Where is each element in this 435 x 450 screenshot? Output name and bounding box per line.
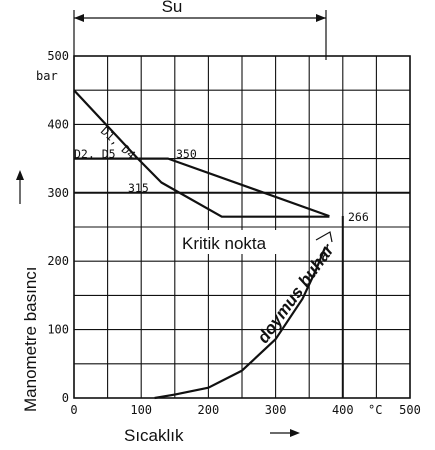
grid	[73, 55, 411, 399]
x-axis-title: Sıcaklık	[124, 426, 184, 445]
point-label-315: 315	[128, 181, 149, 195]
x-tick-label: 500	[399, 403, 421, 417]
x-unit-label: °C	[368, 403, 382, 417]
y-tick-label: 0	[62, 391, 69, 405]
point-label-266: 266	[348, 210, 369, 224]
y-unit-label: bar	[36, 69, 58, 83]
kritik-nokta-label: Kritik nokta	[182, 234, 267, 253]
y-tick-label: 100	[47, 323, 69, 337]
y-tick-label: 400	[47, 117, 69, 131]
su-label: Su	[162, 0, 183, 16]
kritik-nokta-bg	[178, 230, 290, 254]
series-line-doymus-buhar	[154, 246, 327, 400]
x-tick-label: 400	[332, 403, 354, 417]
y-tick-label: 500	[47, 49, 69, 63]
kritik-nokta-leader	[315, 231, 333, 243]
plot-frame	[73, 55, 411, 399]
x-tick-label: 0	[70, 403, 77, 417]
x-tick-label: 100	[130, 403, 152, 417]
tick-labels: 0 100 200 300 400 500 0 100 200 300 400 500	[47, 49, 421, 417]
x-axis-arrow	[270, 429, 300, 437]
y-tick-label: 200	[47, 254, 69, 268]
reference-lines	[74, 191, 410, 398]
series-line-d1-d4	[73, 89, 330, 218]
y-tick-label: 300	[47, 186, 69, 200]
series-layer	[73, 89, 330, 400]
point-label-350: 350	[176, 147, 197, 161]
series-label-doymus-buhar: doymus buhar	[253, 240, 338, 347]
y-axis-arrow	[16, 170, 24, 204]
y-axis-title: Manometre basıncı	[21, 266, 40, 412]
x-tick-label: 200	[198, 403, 220, 417]
series-line-d2-d5	[74, 157, 330, 218]
su-range-marker: Su	[73, 0, 327, 60]
series-label-d2-d5: D2, D5	[74, 147, 116, 161]
x-tick-label: 300	[265, 403, 287, 417]
